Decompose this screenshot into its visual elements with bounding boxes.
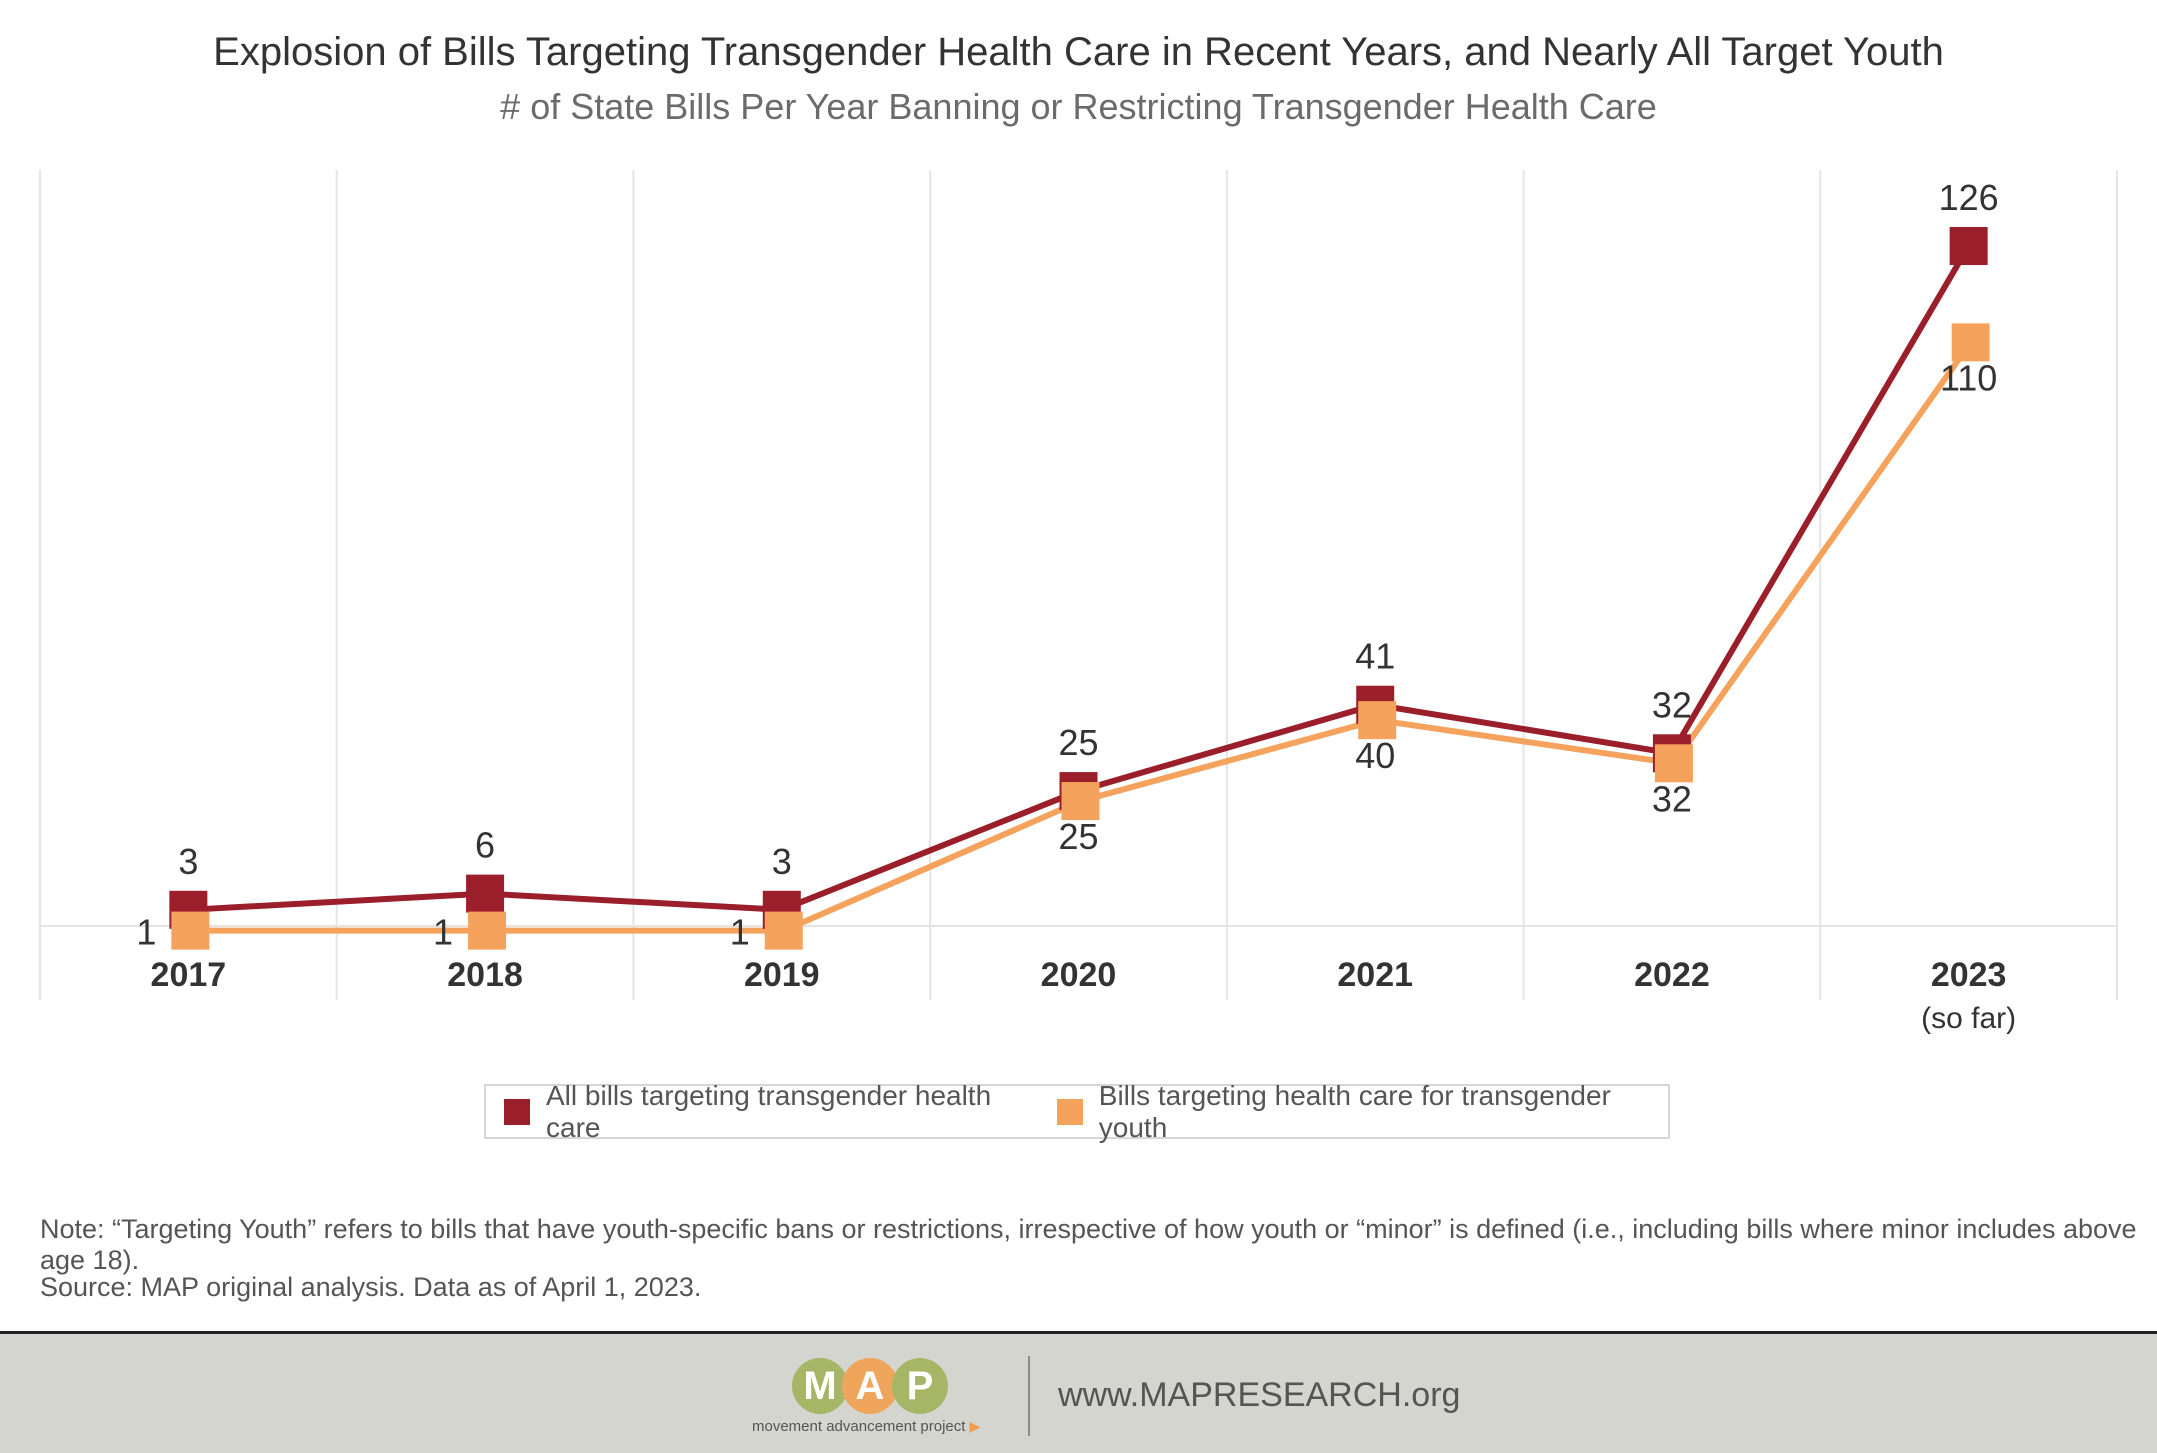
logo-letter-m: M <box>792 1358 848 1414</box>
legend-label-all-bills: All bills targeting transgender health c… <box>546 1079 992 1143</box>
logo-letters: M A P <box>792 1358 948 1414</box>
x-tick-label: 2023 <box>1931 956 2007 994</box>
data-label: 3 <box>772 841 792 882</box>
data-label: 25 <box>1058 816 1098 857</box>
series-marker <box>764 911 803 950</box>
legend: All bills targeting transgender health c… <box>484 1080 1670 1143</box>
data-label: 40 <box>1355 735 1395 776</box>
legend-swatch-all-bills <box>504 1098 530 1125</box>
series-marker <box>1654 744 1693 783</box>
data-label: 6 <box>475 825 495 866</box>
series-marker <box>1949 227 1988 265</box>
legend-label-youth-bills: Bills targeting health care for transgen… <box>1098 1079 1611 1143</box>
x-tick-label: 2017 <box>151 956 227 994</box>
footer: M A P movement advancement project ▶ www.… <box>0 1331 2157 1453</box>
legend-swatch-youth-bills <box>1056 1098 1083 1125</box>
data-label: 1 <box>730 912 750 953</box>
logo-letter-a: A <box>842 1358 898 1414</box>
x-tick-label: 2022 <box>1634 956 1710 994</box>
x-tick-label: 2020 <box>1041 956 1117 994</box>
series-marker <box>466 874 505 913</box>
legend-item-all-bills: All bills targeting transgender health c… <box>504 1080 1023 1144</box>
series-layer <box>169 227 1990 950</box>
x-tick-label: 2021 <box>1337 956 1413 994</box>
logo-tagline: movement advancement project ▶ <box>752 1418 980 1435</box>
logo-tagline-text: movement advancement project <box>752 1418 966 1435</box>
x-tick-sublabel: (so far) <box>1921 1002 2016 1035</box>
series-marker <box>1061 782 1100 821</box>
data-label: 3 <box>178 841 198 882</box>
series-marker <box>468 911 507 950</box>
line-chart: 2017 2018 2019 2020 2021 2022 2023(so far)3 6 32… <box>39 170 2118 1035</box>
map-logo[interactable]: M A P movement advancement project ▶ <box>752 1358 1002 1438</box>
data-label: 126 <box>1939 177 1999 218</box>
play-arrow-icon: ▶ <box>969 1418 981 1434</box>
chart-source: Source: MAP original analysis. Data as o… <box>40 1272 702 1302</box>
chart-note: Note: “Targeting Youth” refers to bills … <box>40 1214 2137 1275</box>
data-label: 32 <box>1652 684 1692 725</box>
series-marker <box>1358 701 1397 740</box>
chart-subtitle: # of State Bills Per Year Banning or Res… <box>500 86 1657 127</box>
data-label: 1 <box>136 912 156 953</box>
data-label: 110 <box>1940 357 1997 398</box>
legend-item-youth-bills: Bills targeting health care for transgen… <box>1056 1079 1652 1144</box>
data-label: 32 <box>1652 778 1692 819</box>
grid-layer <box>39 170 2118 1000</box>
data-label: 41 <box>1355 636 1395 677</box>
data-label: 1 <box>433 912 453 953</box>
footer-divider <box>1028 1356 1030 1436</box>
logo-letter-p: P <box>892 1358 948 1414</box>
x-tick-label: 2018 <box>447 956 523 994</box>
website-link[interactable]: www.MAPRESEARCH.org <box>1058 1376 1461 1414</box>
data-label: 25 <box>1058 722 1098 763</box>
series-marker <box>1951 323 1990 362</box>
chart-title: Explosion of Bills Targeting Transgender… <box>213 30 1944 74</box>
label-layer: 2017 2018 2019 2020 2021 2022 2023(so far)3 6 32… <box>136 177 2016 1035</box>
series-marker <box>171 911 210 950</box>
x-tick-label: 2019 <box>744 956 820 994</box>
